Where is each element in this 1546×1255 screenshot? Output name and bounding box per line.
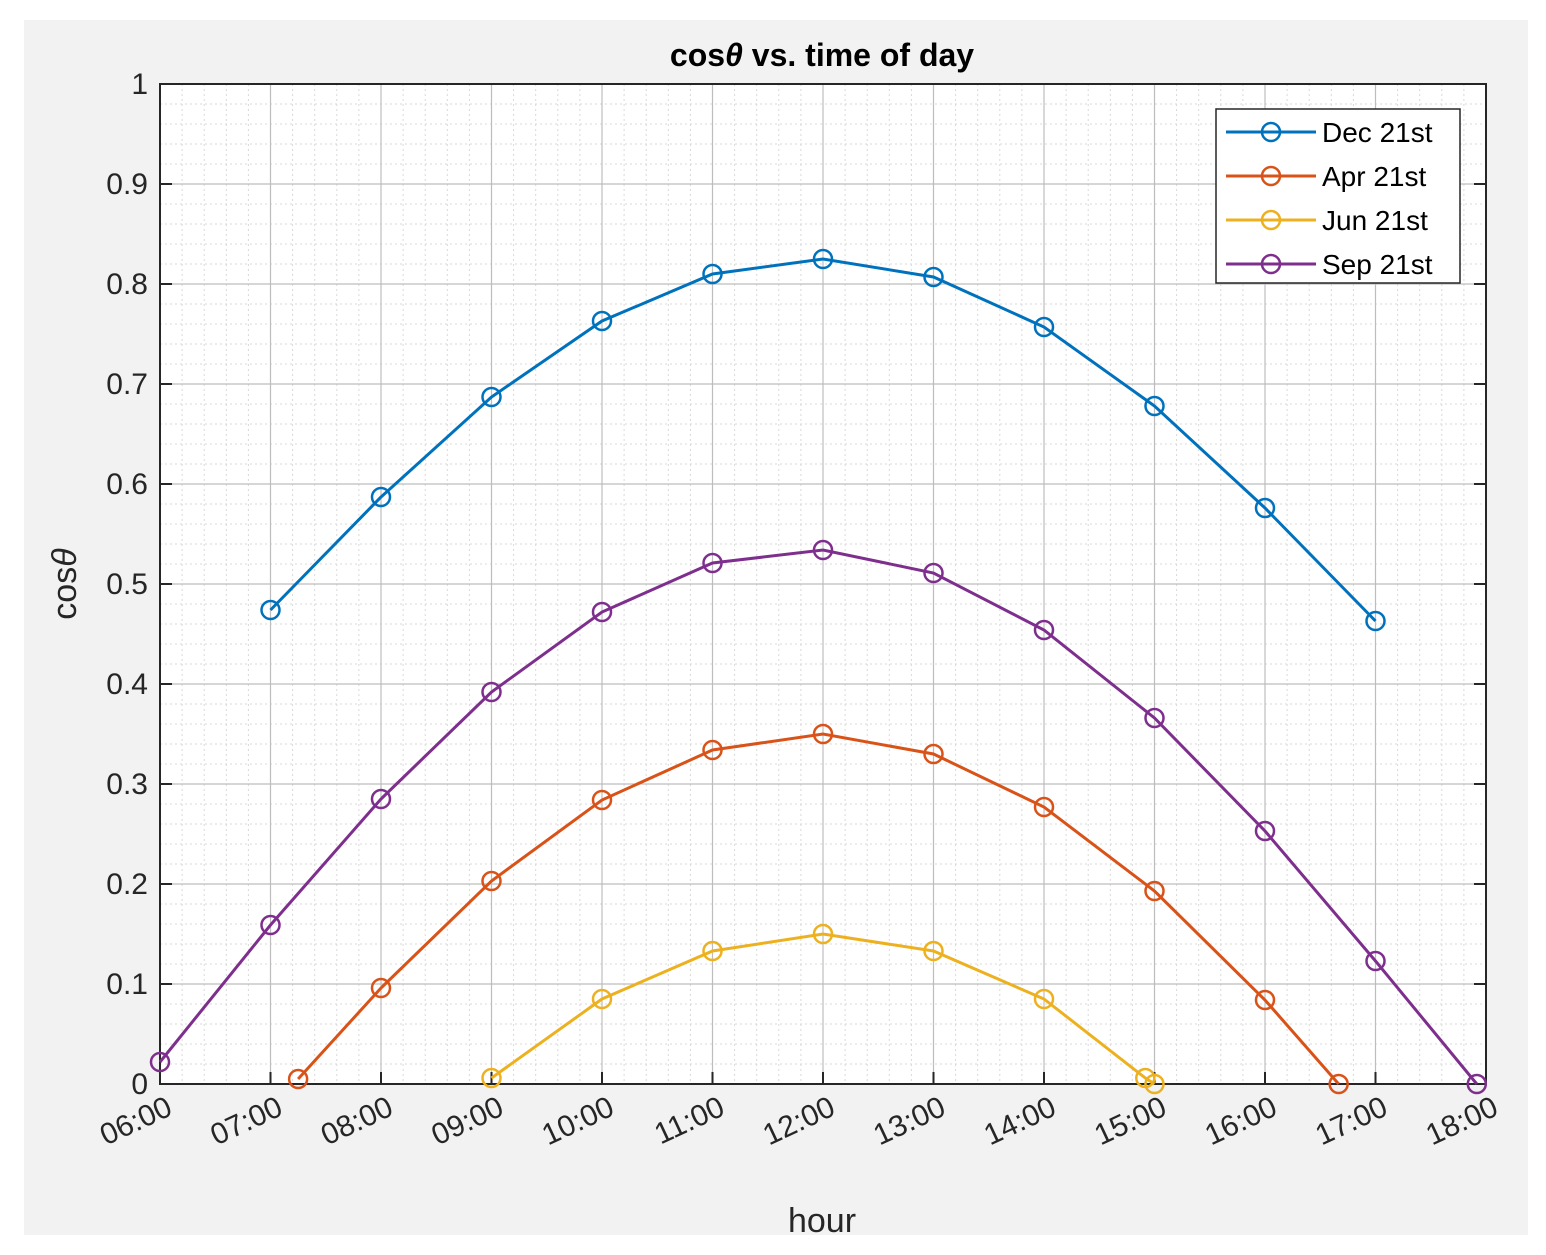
series-apr-21st [287,723,1349,1095]
legend-box [1215,108,1461,284]
data-point-marker [260,599,281,621]
y-axis-label: cosθ [46,548,84,620]
data-point-marker [481,870,502,892]
data-point-marker [591,789,613,811]
data-point-marker [370,788,392,810]
data-point-marker [1033,316,1055,338]
data-point-marker [591,310,613,332]
series-layer [149,248,1488,1095]
legend-entry-label: Jun 21st [1322,205,1428,236]
data-point-marker [149,1051,171,1073]
data-point-marker [923,266,944,288]
y-tick-label: 0.3 [106,768,148,801]
y-tick-label: 0.8 [106,268,148,301]
data-point-marker [923,940,944,962]
data-point-marker [287,1068,309,1090]
data-point-marker [702,263,723,285]
x-tick-label: 08:00 [316,1090,398,1152]
legend-marker [1260,165,1282,187]
data-point-marker [1144,707,1165,729]
y-tick-label: 0.7 [106,368,148,401]
x-tick-label: 12:00 [758,1090,840,1152]
y-tick-label: 0.5 [106,568,148,601]
data-point-marker [1033,796,1055,818]
data-point-marker [1466,1073,1488,1095]
data-point-marker [812,248,834,270]
data-point-marker [923,562,944,584]
legend-marker [1260,121,1282,143]
x-tick-label: 16:00 [1200,1090,1282,1152]
legend-marker [1260,253,1282,275]
series-line [297,732,1340,1085]
series-line [158,548,1478,1085]
y-tick-label: 0.1 [106,968,148,1001]
data-point-marker [481,386,502,408]
data-point-marker [481,681,502,703]
data-point-marker [1144,1073,1165,1095]
series-line [269,257,1377,623]
x-tick-label: 07:00 [205,1090,287,1152]
axes-box [159,83,1487,1085]
series-sep-21st [149,539,1488,1095]
x-axis-label: hour [788,1202,856,1240]
data-point-marker [702,739,723,761]
y-tick-label: 0.6 [106,468,148,501]
data-point-marker [260,914,281,936]
data-point-marker [1033,988,1055,1010]
data-point-marker [702,552,723,574]
data-point-marker [1328,1073,1349,1095]
y-tick-label: 1 [131,68,148,101]
x-tick-label: 18:00 [1421,1090,1503,1152]
data-point-marker [591,601,613,623]
data-point-marker [591,988,613,1010]
data-point-marker [1144,880,1165,902]
y-tick-label: 0 [131,1068,148,1101]
chart-title: cosθ vs. time of day [670,37,974,73]
legend-entry-label: Dec 21st [1322,117,1433,148]
data-point-marker [812,723,834,745]
legend: Dec 21st Apr 21st Jun 21st Sep 21st [1215,108,1461,284]
series-line [490,932,1156,1086]
y-tick-label: 0.4 [106,668,148,701]
x-tick-label: 10:00 [537,1090,619,1152]
x-tick-label: 15:00 [1089,1090,1171,1152]
series-jun-21st [481,923,1165,1095]
data-point-marker [702,940,723,962]
x-tick-label: 17:00 [1310,1090,1392,1152]
data-point-marker [1033,619,1055,641]
data-point-marker [1254,989,1276,1011]
legend-marker [1260,209,1282,231]
data-point-marker [1365,610,1386,632]
legend-entry-label: Sep 21st [1322,249,1433,280]
x-tick-label: 09:00 [426,1090,508,1152]
data-point-marker [1254,820,1276,842]
data-point-marker [1365,950,1386,972]
data-point-marker [1254,497,1276,519]
data-point-marker [1144,395,1165,417]
x-tick-label: 11:00 [649,1090,729,1151]
data-point-marker [923,743,944,765]
data-point-marker [812,539,834,561]
x-tick-label: 14:00 [979,1090,1061,1152]
y-tick-label: 0.9 [106,168,148,201]
data-point-marker [370,977,392,999]
series-dec-21st [260,248,1386,632]
data-point-marker [481,1067,502,1089]
data-point-marker [812,923,834,945]
y-tick-label: 0.2 [106,868,148,901]
data-point-marker [370,486,392,508]
x-tick-label: 13:00 [868,1090,950,1152]
legend-entry-label: Apr 21st [1322,161,1426,192]
